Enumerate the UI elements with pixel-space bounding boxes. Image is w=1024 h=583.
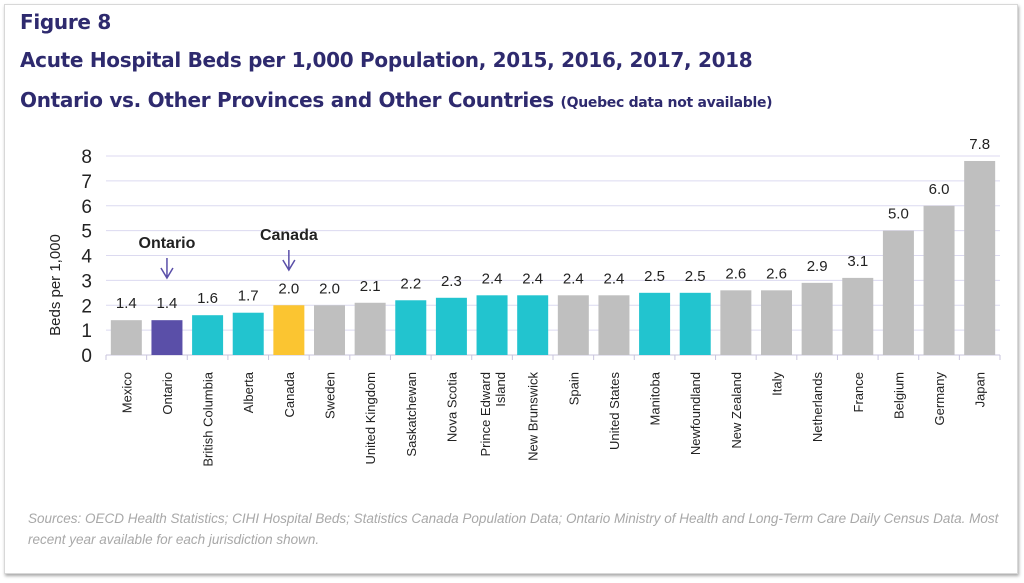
data-label: 1.6 <box>197 290 218 307</box>
bar-new-zealand <box>720 290 752 355</box>
data-label: 2.3 <box>441 273 462 290</box>
chart-subtitle: Ontario vs. Other Provinces and Other Co… <box>20 88 773 112</box>
data-label: 2.4 <box>604 270 625 287</box>
bar-japan <box>964 160 996 355</box>
data-label: 6.0 <box>929 181 950 198</box>
bar-italy <box>761 290 792 355</box>
bar-sweden <box>314 305 345 355</box>
x-tick-label: New Zealand <box>729 372 744 449</box>
data-label: 2.6 <box>766 265 787 282</box>
data-label: 2.5 <box>644 268 665 285</box>
bar-ontario <box>151 320 183 355</box>
x-tick-label: Newfoundland <box>688 372 703 455</box>
x-tick-label: Canada <box>282 371 297 417</box>
subtitle-text: Ontario vs. Other Provinces and Other Co… <box>20 88 554 112</box>
data-label: 2.9 <box>807 258 828 275</box>
bar-new-brunswick <box>517 295 549 355</box>
y-tick-label: 0 <box>81 346 92 367</box>
x-tick-label: United States <box>607 372 622 451</box>
x-tick-label: Italy <box>770 372 785 396</box>
x-tick-label: United Kingdom <box>363 372 378 465</box>
x-tick-label: Netherlands <box>810 372 825 443</box>
data-label: 5.0 <box>888 206 909 223</box>
data-label: 1.4 <box>157 295 178 312</box>
x-tick-label: Mexico <box>119 372 134 413</box>
y-axis-ticks: 0 1 2 3 4 5 6 7 8 <box>81 147 92 367</box>
data-label: 2.0 <box>319 280 340 297</box>
x-tick-label: Sweden <box>323 372 338 419</box>
bar-british-columbia <box>192 315 224 355</box>
x-tick-label: Manitoba <box>648 371 663 425</box>
x-tick-label: Japan <box>973 372 988 407</box>
data-label: 3.1 <box>847 253 868 270</box>
x-tick-label: British Columbia <box>201 371 216 466</box>
bar-saskatchewan <box>395 300 427 355</box>
x-tick-label: Alberta <box>241 371 256 413</box>
x-tick-label: Belgium <box>891 372 906 419</box>
bar-newfoundland <box>679 292 711 355</box>
x-tick-label: Saskatchewan <box>404 372 419 457</box>
bar-mexico <box>110 320 142 355</box>
data-label: 1.4 <box>116 295 137 312</box>
x-tick-label: Ontario <box>160 372 175 415</box>
y-tick-label: 7 <box>81 172 92 193</box>
data-label: 1.7 <box>238 288 259 305</box>
bar-alberta <box>232 312 264 355</box>
data-label: 2.4 <box>563 270 584 287</box>
source-note: Sources: OECD Health Statistics; CIHI Ho… <box>28 511 999 547</box>
data-label: 2.4 <box>482 270 503 287</box>
subtitle-note: (Quebec data not available) <box>560 95 773 111</box>
gridlines <box>105 155 1001 360</box>
bar-germany <box>923 205 955 355</box>
x-tick-label: New Brunswick <box>526 372 541 461</box>
bar-spain <box>557 295 589 355</box>
bar-belgium <box>882 230 914 355</box>
y-tick-label: 6 <box>81 197 92 218</box>
annotations: Ontario Canada <box>139 227 318 280</box>
figure-label: Figure 8 <box>20 10 111 34</box>
arrow-down-icon <box>160 258 174 280</box>
data-label: 2.0 <box>278 280 299 297</box>
bar-netherlands <box>801 282 833 355</box>
bar-france <box>842 277 874 355</box>
x-tick-label: Nova Scotia <box>444 371 459 442</box>
y-tick-label: 1 <box>81 321 92 342</box>
bar-nova-scotia <box>435 297 467 355</box>
bar-canada <box>273 305 305 355</box>
bar-prince-edward-island <box>476 295 508 355</box>
x-tick-label: France <box>851 372 866 412</box>
data-label: 2.4 <box>522 270 543 287</box>
x-tick-label: Spain <box>566 372 581 405</box>
bar-united-states <box>598 295 630 355</box>
y-tick-label: 8 <box>81 147 92 168</box>
x-tick-label: Germany <box>932 372 947 426</box>
arrow-down-icon <box>282 250 296 272</box>
bar-manitoba <box>639 292 671 355</box>
data-label: 2.5 <box>685 268 706 285</box>
y-axis-label: Beds per 1,000 <box>47 234 64 336</box>
y-tick-label: 3 <box>81 271 92 292</box>
y-tick-label: 2 <box>81 296 92 317</box>
data-label: 2.6 <box>725 265 746 282</box>
annotation-canada: Canada <box>260 227 318 244</box>
y-tick-label: 4 <box>81 247 92 268</box>
y-tick-label: 5 <box>81 222 92 243</box>
x-axis-labels: Mexico Ontario British Columbia Alberta Cana… <box>119 371 987 466</box>
bars: 1.4 1.4 1.6 1.7 2.0 2.0 2.1 2.2 2.3 2.4 2.4 2.4 2.4 2… <box>110 136 996 355</box>
data-label: 7.8 <box>969 136 990 153</box>
data-label: 2.2 <box>400 275 421 292</box>
data-label: 2.1 <box>360 278 381 295</box>
bar-united-kingdom <box>354 302 386 355</box>
chart-title: Acute Hospital Beds per 1,000 Population… <box>20 48 753 72</box>
x-tick-label: Prince EdwardIsland <box>478 372 508 457</box>
annotation-ontario: Ontario <box>139 235 196 252</box>
